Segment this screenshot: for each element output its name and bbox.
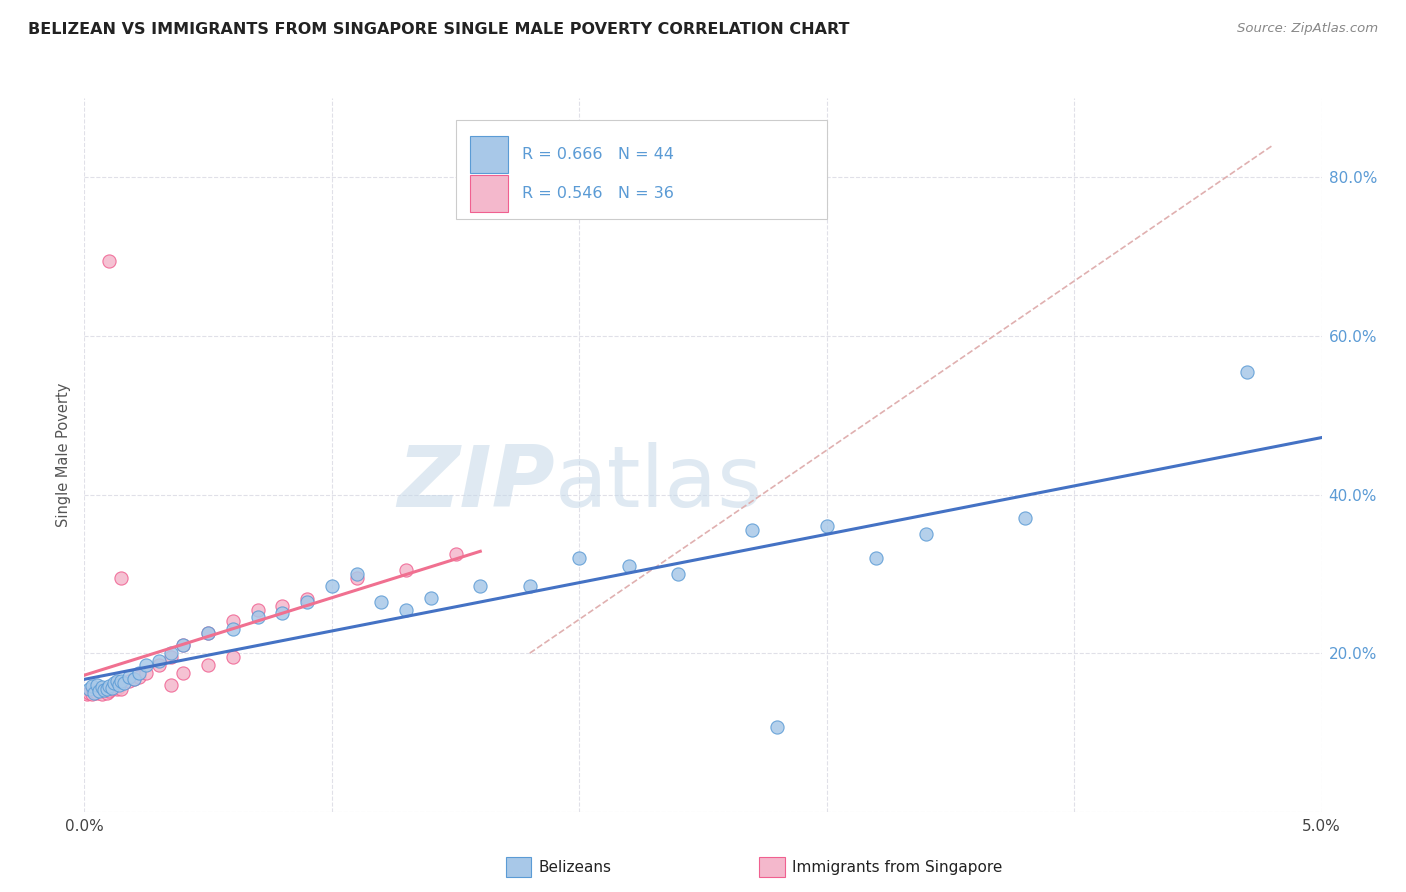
Point: [321, 579, 343, 593]
Point: [96, 681, 118, 696]
Point: [370, 594, 392, 608]
Point: [80, 680, 103, 694]
Text: BELIZEAN VS IMMIGRANTS FROM SINGAPORE SINGLE MALE POVERTY CORRELATION CHART: BELIZEAN VS IMMIGRANTS FROM SINGAPORE SI…: [28, 22, 849, 37]
Point: [118, 670, 141, 684]
Point: [222, 615, 245, 629]
Point: [103, 680, 125, 694]
Point: [666, 566, 689, 581]
Point: [110, 571, 132, 585]
Point: [135, 665, 157, 680]
Point: [444, 547, 467, 561]
Point: [98, 680, 121, 694]
Point: [519, 579, 541, 593]
Point: [815, 519, 838, 533]
Text: R = 0.546   N = 36: R = 0.546 N = 36: [523, 186, 675, 202]
Point: [160, 678, 183, 692]
Point: [86, 678, 108, 692]
Point: [76, 687, 98, 701]
Point: [160, 646, 183, 660]
Point: [89, 684, 111, 698]
Point: [197, 626, 219, 640]
Text: R = 0.666   N = 44: R = 0.666 N = 44: [523, 147, 675, 162]
Point: [89, 683, 111, 698]
Point: [148, 654, 170, 668]
Point: [914, 527, 936, 541]
Point: [128, 670, 150, 684]
Point: [172, 638, 194, 652]
Point: [419, 591, 441, 605]
Point: [112, 676, 135, 690]
Point: [128, 665, 150, 680]
Point: [1014, 511, 1036, 525]
Point: [118, 673, 141, 688]
Point: [246, 610, 269, 624]
Point: [1236, 365, 1258, 379]
Point: [568, 551, 591, 566]
Point: [865, 551, 887, 566]
Point: [395, 563, 418, 577]
Point: [222, 623, 245, 637]
Point: [197, 658, 219, 673]
Point: [197, 626, 219, 640]
Point: [105, 681, 128, 696]
Text: ZIP: ZIP: [396, 442, 554, 525]
Point: [83, 686, 105, 700]
Point: [96, 686, 118, 700]
Point: [79, 686, 101, 700]
Point: [135, 658, 157, 673]
Point: [122, 672, 145, 686]
Point: [346, 571, 368, 585]
Text: atlas: atlas: [554, 442, 762, 525]
Point: [86, 686, 108, 700]
Point: [110, 681, 132, 696]
Point: [110, 673, 132, 688]
Point: [222, 650, 245, 665]
Point: [100, 681, 122, 695]
Point: [741, 523, 763, 537]
Point: [93, 683, 115, 698]
FancyBboxPatch shape: [456, 120, 827, 219]
Point: [246, 602, 269, 616]
Point: [93, 683, 115, 698]
Point: [108, 680, 131, 694]
Point: [160, 650, 183, 665]
Point: [172, 638, 194, 652]
Point: [90, 687, 112, 701]
Point: [79, 681, 101, 696]
Text: Immigrants from Singapore: Immigrants from Singapore: [792, 860, 1002, 874]
Point: [105, 673, 128, 688]
Point: [108, 678, 131, 692]
Point: [100, 681, 122, 696]
Y-axis label: Single Male Poverty: Single Male Poverty: [56, 383, 72, 527]
Bar: [471, 175, 508, 212]
Point: [148, 658, 170, 673]
Point: [172, 665, 194, 680]
Point: [395, 602, 418, 616]
Point: [271, 607, 294, 621]
Point: [346, 566, 368, 581]
Point: [90, 680, 112, 694]
Point: [271, 599, 294, 613]
Point: [98, 684, 121, 698]
Point: [617, 558, 640, 573]
Point: [80, 687, 103, 701]
Point: [470, 579, 492, 593]
Text: Belizeans: Belizeans: [538, 860, 612, 874]
Point: [122, 672, 145, 686]
Point: [103, 676, 125, 690]
Point: [295, 594, 318, 608]
Text: Source: ZipAtlas.com: Source: ZipAtlas.com: [1237, 22, 1378, 36]
Point: [98, 253, 121, 268]
Point: [295, 592, 318, 607]
Point: [766, 720, 789, 734]
Point: [83, 684, 105, 698]
Bar: [471, 136, 508, 173]
